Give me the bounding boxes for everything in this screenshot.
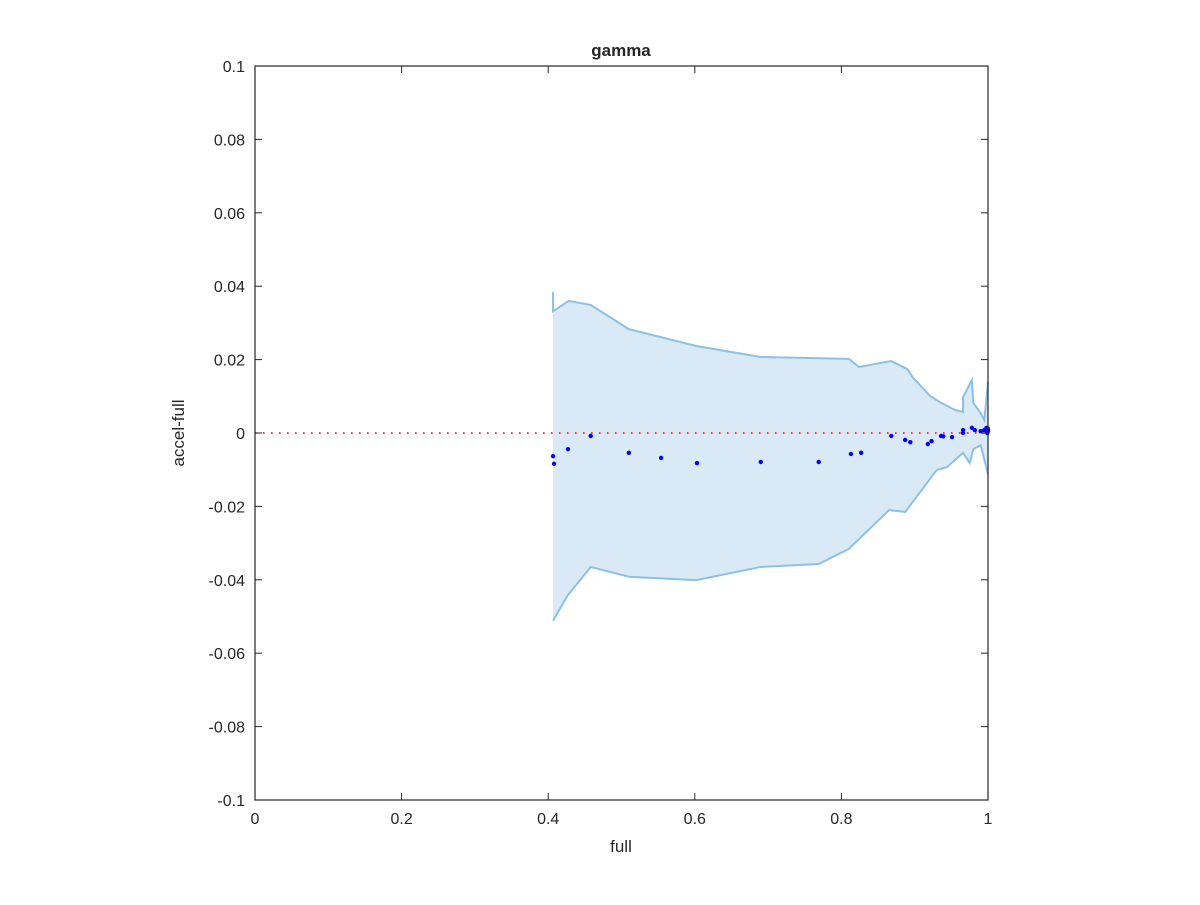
x-tick-label: 0.2 [390, 811, 412, 828]
data-point [588, 433, 593, 439]
x-tick-label: 0.6 [684, 811, 706, 828]
data-point [925, 441, 931, 447]
x-tick-label: 0 [251, 811, 260, 828]
data-point [941, 434, 946, 439]
y-tick-label: 0.04 [214, 279, 245, 296]
data-point [816, 459, 821, 465]
data-point [626, 450, 632, 456]
data-point [902, 437, 908, 443]
y-tick-label: 0.02 [214, 353, 245, 370]
y-tick-label: 0.08 [214, 132, 245, 149]
data-point [929, 438, 934, 444]
data-point [551, 461, 557, 467]
y-tick-label: -0.08 [209, 720, 246, 737]
y-tick-label: -0.04 [209, 573, 246, 590]
plot-area [255, 292, 991, 622]
x-tick-label: 0.8 [830, 811, 852, 828]
data-point [550, 453, 556, 459]
data-point [758, 459, 763, 465]
data-point [908, 439, 913, 445]
confidence-band [553, 292, 988, 621]
x-tick-label: 1 [984, 811, 993, 828]
data-point [978, 428, 983, 434]
y-axis-label: accel-full [169, 399, 188, 466]
data-point [960, 430, 966, 436]
data-point [889, 433, 894, 439]
data-point [858, 450, 864, 456]
data-point [972, 427, 978, 433]
data-point [694, 460, 700, 466]
data-point [848, 451, 854, 457]
x-axis-label: full [610, 837, 632, 856]
data-point [949, 434, 955, 440]
x-tick-label: 0.4 [537, 811, 559, 828]
y-tick-label: 0.06 [214, 206, 245, 223]
chart-title: gamma [591, 41, 651, 60]
y-tick-label: -0.02 [209, 499, 246, 516]
band-lower-edge [552, 443, 989, 622]
data-point [565, 446, 571, 452]
y-tick-label: -0.06 [209, 646, 246, 663]
axes: 0 0.2 0.4 0.6 0.8 1 0.1 0.08 0.06 0.04 0.02 0 -0.02 -… [209, 59, 993, 828]
y-tick-label: 0 [236, 426, 245, 443]
y-tick-label: 0.1 [223, 59, 245, 76]
data-point [658, 455, 664, 461]
band-upper-edge [552, 292, 989, 424]
y-tick-label: -0.1 [217, 793, 245, 810]
